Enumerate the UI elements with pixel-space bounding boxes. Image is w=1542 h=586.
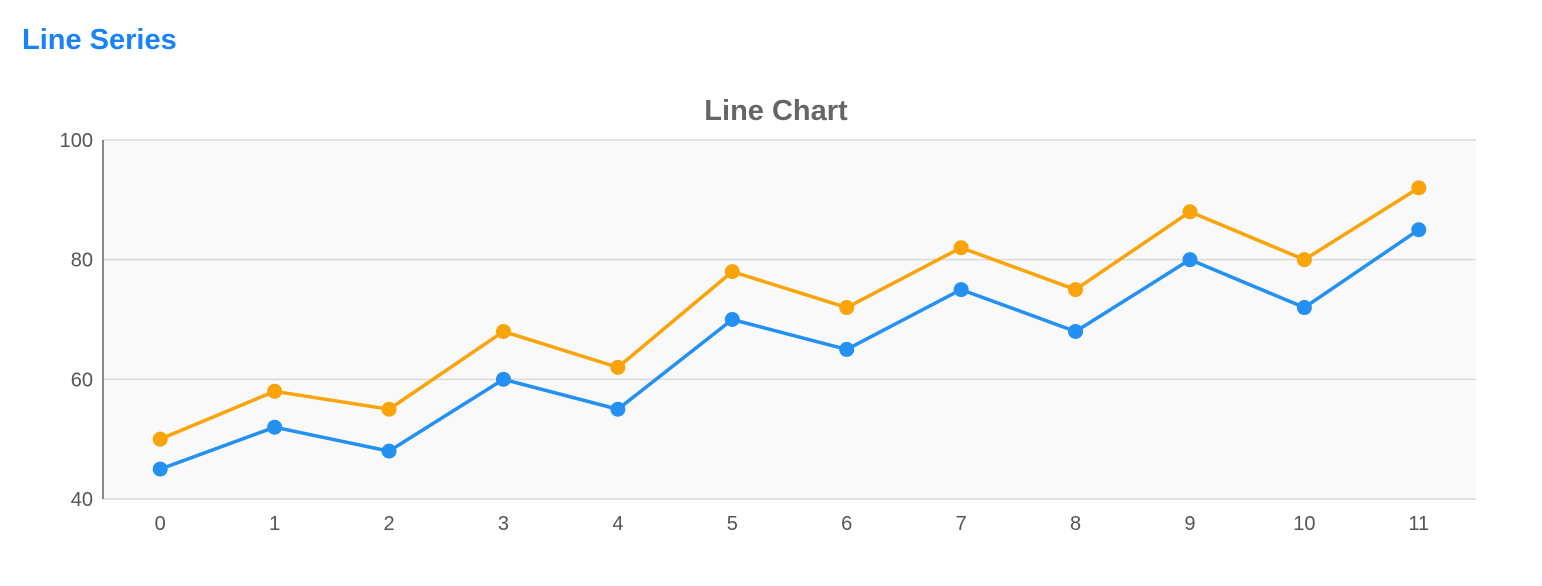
series-line-1	[158, 228, 1421, 471]
data-point-0-7[interactable]	[953, 240, 969, 256]
x-tick-label: 1	[269, 513, 280, 535]
y-axis: 40 60 80 100	[60, 130, 104, 511]
data-point-0-9[interactable]	[1182, 204, 1198, 220]
chart-title: Line Chart	[704, 95, 848, 127]
data-point-1-6[interactable]	[839, 341, 855, 357]
x-axis: 0 1 2 3 4 5 6 7 8 9 10 11	[155, 513, 1430, 535]
x-tick-label: 9	[1184, 513, 1195, 535]
data-point-1-1[interactable]	[267, 419, 283, 435]
data-point-0-1[interactable]	[267, 383, 283, 399]
data-point-0-4[interactable]	[610, 359, 626, 375]
x-tick-label: 3	[498, 513, 509, 535]
series-line-0	[158, 186, 1421, 441]
gridlines	[103, 139, 1476, 500]
data-point-1-10[interactable]	[1296, 300, 1312, 316]
data-point-0-11[interactable]	[1411, 180, 1427, 196]
x-tick-label: 7	[956, 513, 967, 535]
data-point-1-0[interactable]	[152, 461, 168, 477]
data-point-0-3[interactable]	[495, 323, 511, 339]
series-lines	[158, 186, 1421, 471]
data-point-1-5[interactable]	[724, 312, 740, 327]
data-point-1-9[interactable]	[1182, 252, 1198, 268]
data-point-0-10[interactable]	[1296, 252, 1312, 268]
data-point-1-2[interactable]	[381, 443, 397, 459]
x-tick-label: 11	[1408, 513, 1429, 535]
x-tick-label: 10	[1293, 513, 1315, 535]
x-tick-label: 2	[383, 513, 394, 535]
data-point-0-0[interactable]	[152, 431, 168, 447]
x-tick-label: 6	[841, 513, 852, 535]
y-tick-label: 80	[71, 250, 93, 272]
x-tick-label: 0	[155, 513, 166, 535]
y-tick-label: 40	[71, 489, 93, 511]
data-point-1-7[interactable]	[953, 282, 969, 298]
page-heading: Line Series	[22, 24, 177, 56]
data-point-0-6[interactable]	[839, 300, 855, 316]
data-point-0-5[interactable]	[724, 264, 740, 280]
data-point-1-11[interactable]	[1411, 222, 1427, 238]
data-point-0-2[interactable]	[381, 401, 397, 417]
y-tick-label: 100	[60, 130, 93, 152]
y-tick-label: 60	[71, 369, 93, 391]
x-tick-label: 5	[727, 513, 738, 535]
plot-area	[103, 140, 1476, 499]
data-points	[152, 180, 1427, 477]
x-tick-label: 8	[1070, 513, 1081, 535]
data-point-0-8[interactable]	[1068, 282, 1084, 298]
x-tick-label: 4	[612, 513, 623, 535]
data-point-1-3[interactable]	[495, 371, 511, 387]
data-point-1-4[interactable]	[610, 401, 626, 417]
data-point-1-8[interactable]	[1068, 323, 1084, 339]
